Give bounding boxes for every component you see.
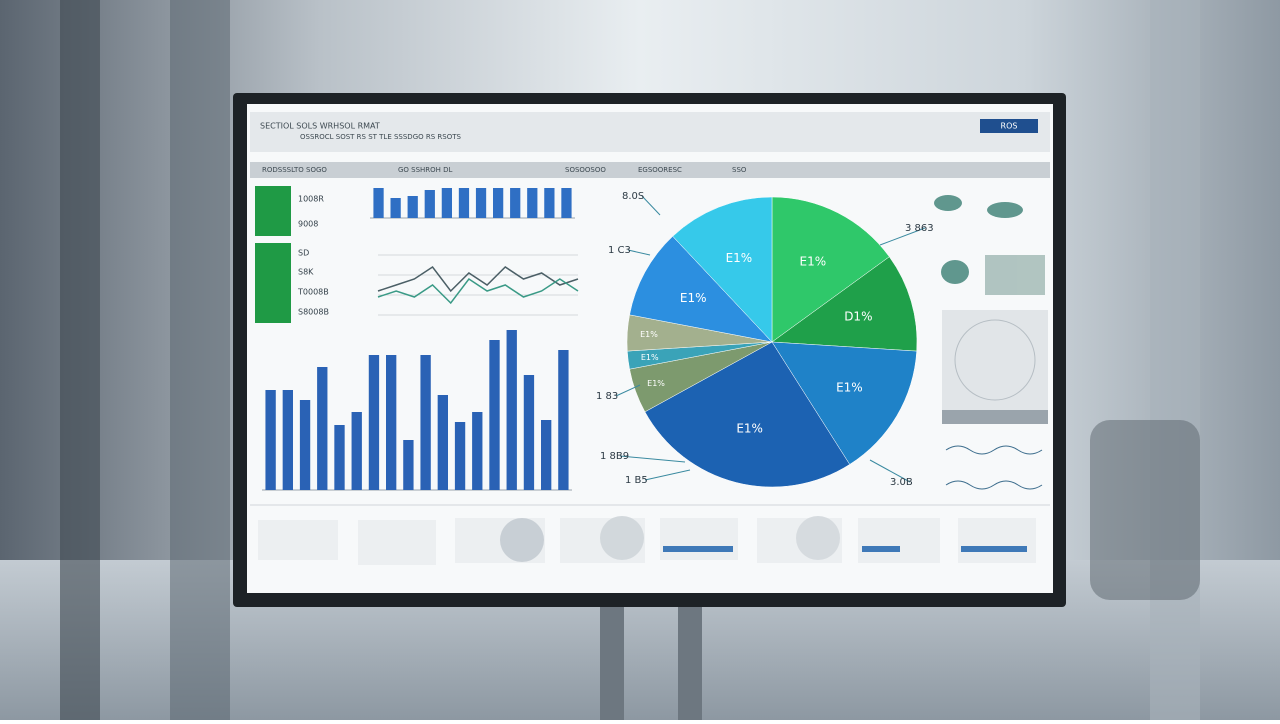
bar: [334, 425, 345, 490]
pie-slice: [644, 341, 851, 488]
tab-label: GO SSHROH DL: [398, 166, 453, 174]
slice-label: E1%: [641, 353, 659, 362]
kpi-label: 9008: [298, 220, 318, 229]
badge: ROS: [1001, 122, 1018, 131]
line-series: [377, 277, 579, 305]
bar: [390, 198, 401, 218]
pillar: [1150, 0, 1200, 720]
slice-label: E1%: [726, 251, 753, 265]
kpi-label: S8008B: [298, 308, 329, 317]
bar: [317, 367, 328, 490]
callout-line: [627, 249, 651, 256]
bar: [454, 422, 466, 490]
bar: [351, 412, 362, 490]
bar: [475, 188, 487, 218]
slice-label: E1%: [680, 291, 707, 305]
bar: [282, 390, 293, 490]
kpi-label: S8K: [298, 268, 314, 277]
callout: 3.0B: [890, 477, 913, 488]
bar: [472, 412, 483, 490]
bar: [386, 355, 397, 490]
header-title: SECTIOL SOLS WRHSOL RMAT: [260, 122, 380, 131]
pie-slice: [771, 341, 917, 465]
bar: [523, 375, 535, 490]
callout: 1 8B9: [600, 451, 629, 462]
bar: [424, 190, 435, 218]
kpi-box: [255, 243, 291, 323]
callout: 8.0S: [622, 191, 644, 202]
callout: 1 C3: [608, 245, 631, 256]
callout-line: [644, 469, 691, 481]
tab-label: SSO: [732, 166, 747, 174]
bar: [558, 350, 569, 490]
bar: [458, 188, 470, 218]
pie-slice: [672, 196, 773, 343]
callout-line: [869, 459, 911, 483]
bar: [368, 355, 380, 490]
bar: [299, 400, 311, 490]
header-bar: [250, 112, 1050, 152]
slice-label: E1%: [647, 379, 665, 388]
pie-slice: [629, 235, 773, 343]
slice-label: E1%: [800, 254, 827, 268]
stand-pole: [600, 600, 624, 720]
bar: [561, 188, 572, 218]
badge-bg: [980, 119, 1038, 133]
pillar: [170, 0, 230, 720]
chair: [1090, 420, 1200, 600]
kpi-label: T0008B: [297, 288, 329, 297]
bar: [544, 188, 555, 218]
bar: [493, 188, 504, 218]
tab-bar: [250, 162, 1050, 178]
bar: [420, 355, 431, 490]
callout-line: [619, 455, 686, 463]
pillar: [60, 0, 100, 720]
bar: [265, 390, 276, 490]
stand-pole: [678, 600, 702, 720]
tab-label: SOSOOSOO: [565, 166, 606, 174]
map: [934, 195, 1045, 295]
header-subtitle: OSSROCL SOST RS ST TLE SSSDGO RS RSOTS: [300, 133, 461, 141]
slice-label: D1%: [844, 309, 872, 323]
bar: [437, 395, 448, 490]
slice-label: E1%: [640, 330, 658, 339]
callout: 1 B5: [625, 475, 648, 486]
line-series: [377, 265, 579, 293]
bar: [541, 420, 552, 490]
callout-line: [879, 227, 926, 246]
pie-slice: [771, 196, 890, 343]
sparkline: [945, 445, 1043, 490]
bar: [510, 188, 521, 218]
pie-slice: [771, 256, 918, 352]
bar: [489, 340, 500, 490]
gauge: [954, 319, 1036, 401]
kpi-label: 1008R: [298, 195, 324, 204]
callout: 3 863: [905, 223, 934, 234]
kpi-box: [255, 186, 291, 236]
slice-label: E1%: [836, 380, 863, 394]
widget-row: [258, 516, 1036, 565]
callout-line: [641, 195, 661, 216]
panel: [942, 310, 1048, 410]
slice-label: E1%: [736, 422, 763, 436]
panel-bar: [942, 410, 1048, 424]
bar: [441, 188, 452, 218]
bar: [407, 196, 418, 218]
tab-label: EGSOORESC: [638, 166, 682, 174]
bar: [403, 440, 414, 490]
callout-line: [615, 384, 641, 397]
bar: [527, 188, 538, 218]
kpi-label: SD: [298, 249, 309, 258]
bar: [373, 188, 384, 218]
bar: [506, 330, 517, 490]
tab-label: RODSSSLTO SOGO: [262, 166, 327, 174]
callout: 1 83: [596, 391, 618, 402]
